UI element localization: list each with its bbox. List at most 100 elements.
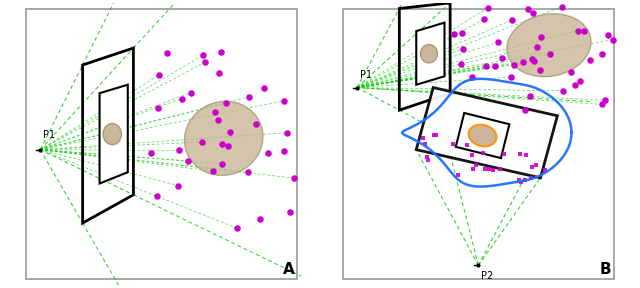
Point xyxy=(210,110,220,115)
Point xyxy=(208,169,218,173)
Point xyxy=(232,226,243,231)
Ellipse shape xyxy=(468,125,497,146)
Point xyxy=(461,143,472,147)
Point xyxy=(573,28,583,33)
Point xyxy=(584,58,595,63)
Point xyxy=(285,209,295,214)
Point xyxy=(453,173,463,178)
Point xyxy=(527,57,537,62)
Point xyxy=(423,158,433,162)
Point xyxy=(596,52,607,56)
Point xyxy=(529,58,539,63)
Point xyxy=(218,162,228,166)
Point xyxy=(471,163,481,167)
Point xyxy=(478,151,488,155)
Point xyxy=(467,153,477,157)
Point xyxy=(456,62,466,67)
Point xyxy=(596,102,607,107)
Polygon shape xyxy=(416,23,445,85)
Point xyxy=(259,85,269,90)
Point xyxy=(479,17,490,21)
Ellipse shape xyxy=(103,124,122,145)
Point xyxy=(540,167,550,172)
Point xyxy=(457,31,467,35)
Point xyxy=(152,193,163,198)
Point xyxy=(173,183,183,188)
Point xyxy=(197,140,207,144)
Point xyxy=(497,56,508,60)
Point xyxy=(198,53,209,58)
Point xyxy=(525,94,535,98)
Point xyxy=(225,130,235,135)
Point xyxy=(523,6,533,11)
Point xyxy=(458,46,468,51)
Polygon shape xyxy=(416,88,557,178)
Point xyxy=(520,108,531,112)
Polygon shape xyxy=(100,85,128,183)
Point xyxy=(516,180,526,184)
Point xyxy=(514,177,524,182)
Point xyxy=(604,33,614,38)
Point xyxy=(243,170,253,174)
Point xyxy=(214,71,224,75)
Point xyxy=(480,167,490,172)
Point xyxy=(212,118,223,122)
Point xyxy=(483,5,493,10)
Ellipse shape xyxy=(507,14,591,77)
Point xyxy=(251,121,261,126)
Point xyxy=(556,4,566,9)
Polygon shape xyxy=(456,113,509,158)
Point xyxy=(163,51,173,56)
Point xyxy=(493,40,503,44)
Point xyxy=(532,44,543,49)
Point xyxy=(579,28,589,33)
Point xyxy=(146,150,156,155)
Point xyxy=(429,133,439,137)
Point xyxy=(447,142,458,147)
Point xyxy=(200,60,210,65)
Point xyxy=(526,176,536,181)
Point xyxy=(223,143,233,148)
Point xyxy=(490,64,500,68)
Bar xyxy=(26,9,297,279)
Point xyxy=(528,11,538,15)
Point xyxy=(515,152,525,156)
Point xyxy=(255,217,265,221)
Point xyxy=(278,99,289,103)
Point xyxy=(174,148,184,153)
Text: B: B xyxy=(600,262,611,277)
Point xyxy=(216,49,226,54)
Point xyxy=(422,155,432,160)
Point xyxy=(534,68,545,73)
Point xyxy=(186,90,196,95)
Bar xyxy=(343,9,614,279)
Point xyxy=(508,62,518,67)
Ellipse shape xyxy=(184,101,263,175)
Point xyxy=(520,178,530,183)
Ellipse shape xyxy=(420,45,437,63)
Text: P1: P1 xyxy=(360,70,372,80)
Point xyxy=(262,151,273,155)
Point xyxy=(177,96,187,101)
Point xyxy=(481,63,491,68)
Point xyxy=(467,75,477,79)
Point xyxy=(431,133,441,137)
Point xyxy=(468,167,478,172)
Point xyxy=(153,106,163,110)
Point xyxy=(278,149,289,154)
Point xyxy=(518,59,528,64)
Point xyxy=(495,166,506,171)
Point xyxy=(545,52,556,56)
Point xyxy=(521,152,531,157)
Text: P1: P1 xyxy=(43,130,55,140)
Point xyxy=(575,78,585,83)
Text: P2: P2 xyxy=(481,272,493,281)
Point xyxy=(289,176,299,180)
Point xyxy=(449,32,460,36)
Point xyxy=(418,136,428,140)
Point xyxy=(507,18,517,22)
Point xyxy=(244,94,254,99)
Point xyxy=(217,142,227,147)
Point xyxy=(488,168,498,173)
Point xyxy=(506,75,516,79)
